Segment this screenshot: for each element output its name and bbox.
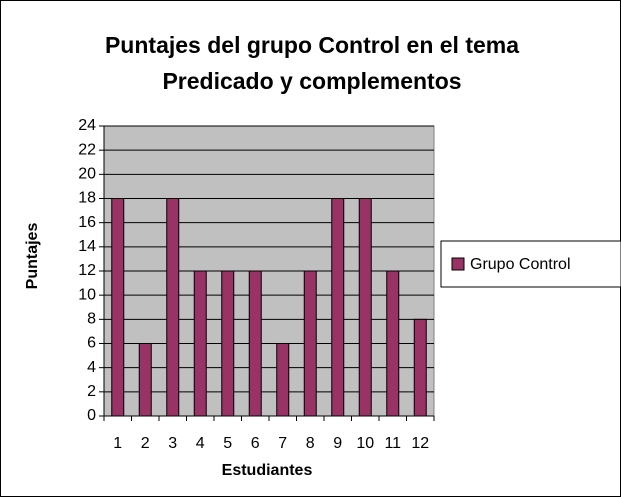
y-tick-label: 2 xyxy=(87,383,96,400)
x-tick-label: 1 xyxy=(113,435,122,452)
x-tick-label: 12 xyxy=(411,435,429,452)
y-tick-label: 10 xyxy=(78,286,96,303)
bar xyxy=(358,198,372,417)
x-tick-label: 4 xyxy=(196,435,205,452)
y-tick-label: 12 xyxy=(78,262,96,279)
bar xyxy=(276,343,290,417)
x-tick-label: 6 xyxy=(251,435,260,452)
bar xyxy=(193,270,207,417)
bar xyxy=(248,270,262,417)
y-tick-label: 22 xyxy=(78,141,96,158)
y-tick-label: 4 xyxy=(87,359,96,376)
bar xyxy=(413,318,427,417)
y-tick-label: 0 xyxy=(87,407,96,424)
x-tick-label: 8 xyxy=(306,435,315,452)
legend-swatch xyxy=(451,257,465,271)
chart-title: Puntajes del grupo Control en el tema xyxy=(105,32,519,58)
y-tick-label: 16 xyxy=(78,214,96,231)
bar xyxy=(386,270,400,417)
x-tick-label: 9 xyxy=(333,435,342,452)
y-axis-title: Puntajes xyxy=(24,223,41,290)
bar xyxy=(303,270,317,417)
y-tick-label: 18 xyxy=(78,190,96,207)
y-tick-label: 20 xyxy=(78,166,96,183)
x-tick-label: 2 xyxy=(141,435,150,452)
bar xyxy=(221,270,235,417)
bar xyxy=(166,198,180,417)
y-tick-label: 24 xyxy=(78,117,96,134)
legend-label: Grupo Control xyxy=(470,256,571,273)
x-tick-label: 7 xyxy=(278,435,287,452)
y-tick-label: 8 xyxy=(87,311,96,328)
bar xyxy=(138,343,152,417)
bar xyxy=(331,198,345,417)
legend-box xyxy=(440,240,621,288)
x-tick-label: 11 xyxy=(384,435,401,452)
chart-title: Predicado y complementos xyxy=(162,68,461,94)
x-axis-title: Estudiantes xyxy=(222,462,313,479)
x-tick-label: 3 xyxy=(168,435,177,452)
y-tick-label: 6 xyxy=(87,335,96,352)
bar xyxy=(111,198,125,417)
y-tick-label: 14 xyxy=(78,238,96,255)
x-tick-label: 10 xyxy=(356,435,374,452)
x-tick-label: 5 xyxy=(223,435,232,452)
